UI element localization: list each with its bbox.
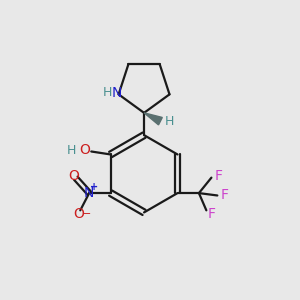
Text: +: + (91, 182, 99, 192)
Text: F: F (221, 188, 229, 203)
Text: N: N (112, 86, 122, 100)
Text: F: F (208, 207, 216, 221)
Text: −: − (82, 209, 91, 219)
Text: H: H (103, 86, 112, 99)
Text: N: N (84, 186, 94, 200)
Text: F: F (215, 169, 223, 183)
Text: O: O (68, 169, 79, 183)
Polygon shape (144, 113, 162, 125)
Text: O: O (74, 207, 84, 221)
Text: H: H (165, 115, 174, 128)
Text: H: H (67, 144, 76, 157)
Text: O: O (79, 143, 90, 157)
